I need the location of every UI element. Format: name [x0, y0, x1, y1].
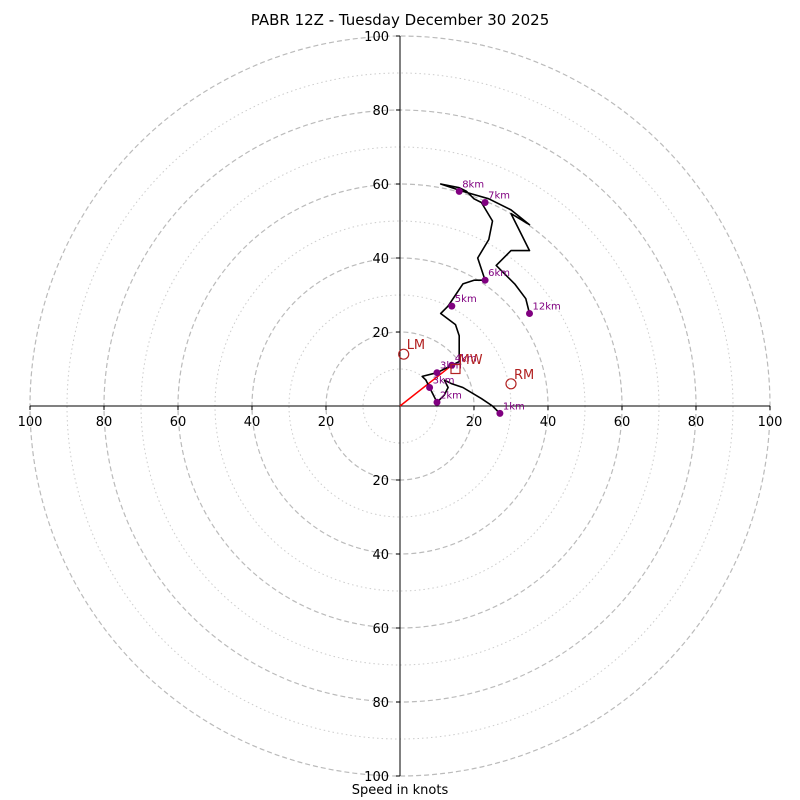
- height-label-8km: 8km: [462, 179, 484, 190]
- x-tick-label: 20: [318, 415, 335, 430]
- height-point-3km: [433, 369, 441, 377]
- y-tick-label: 40: [372, 252, 389, 267]
- height-label-1km: 1km: [503, 401, 525, 412]
- chart-title: PABR 12Z - Tuesday December 30 2025: [250, 11, 550, 29]
- storm-motion-markers: LM MW RM: [398, 338, 534, 390]
- tick-labels: 100 80 60 40 20 20 40 60 80 100 100 80 60 40 20 20 40 60 8…: [18, 30, 783, 785]
- height-label-6km: 6km: [488, 268, 510, 279]
- height-label-12km: 12km: [533, 302, 561, 313]
- height-point-2km: [433, 398, 441, 406]
- height-point-5km: [448, 302, 456, 310]
- hodograph-trace: [421, 183, 531, 414]
- y-tick-label: 60: [372, 178, 389, 193]
- height-label-4km: 4km: [455, 353, 477, 364]
- height-point-4km: [448, 361, 456, 369]
- x-tick-label: 60: [614, 415, 631, 430]
- y-tick-label: 100: [364, 30, 389, 45]
- y-tick-label: 80: [372, 104, 389, 119]
- x-tick-label: 60: [170, 415, 187, 430]
- x-tick-label: 80: [688, 415, 705, 430]
- height-label-3km: 3km: [433, 376, 455, 387]
- height-label-2km: 2km: [440, 390, 462, 401]
- x-tick-label: 20: [466, 415, 483, 430]
- storm-label-LM: LM: [407, 338, 425, 353]
- height-point-7km: [481, 199, 489, 206]
- y-tick-label: 100: [364, 770, 389, 785]
- y-tick-label: 20: [372, 474, 389, 489]
- storm-marker-RM: [505, 378, 517, 390]
- x-tick-label: 40: [244, 415, 261, 430]
- storm-label-RM: RM: [514, 368, 534, 383]
- x-tick-label: 100: [18, 415, 43, 430]
- height-point-1km: [496, 409, 504, 417]
- height-label-5km: 5km: [455, 294, 477, 305]
- y-tick-label: 60: [372, 622, 389, 637]
- y-tick-label: 80: [372, 696, 389, 711]
- x-tick-label: 100: [758, 415, 783, 430]
- storm-marker-LM: [398, 348, 410, 360]
- storm-motion-vector: [399, 364, 453, 407]
- y-tick-label: 40: [372, 548, 389, 563]
- storm-marker-MW: [450, 363, 461, 375]
- height-point-6km: [481, 276, 489, 284]
- height-markers: 1km2km3km3km4km5km6km7km8km12km: [426, 179, 561, 417]
- x-tick-label: 80: [96, 415, 113, 430]
- x-tick-label: 40: [540, 415, 557, 430]
- height-point-3km: [426, 384, 434, 391]
- height-point-12km: [526, 310, 533, 317]
- x-axis-label: Speed in knots: [351, 783, 449, 798]
- height-label-7km: 7km: [488, 191, 510, 202]
- y-tick-label: 20: [372, 326, 389, 341]
- wind-trace: [399, 183, 531, 414]
- height-point-8km: [455, 187, 463, 195]
- storm-label-MW: MW: [459, 353, 483, 368]
